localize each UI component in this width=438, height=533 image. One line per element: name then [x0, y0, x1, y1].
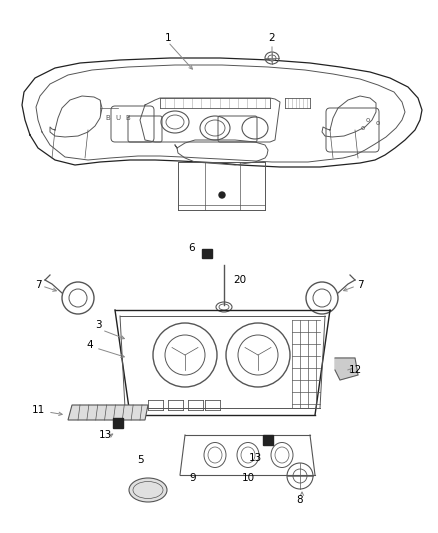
Bar	[263, 435, 273, 445]
Text: B: B	[106, 115, 110, 121]
Text: o: o	[376, 120, 380, 126]
Text: o: o	[366, 117, 370, 123]
Text: 11: 11	[32, 405, 45, 415]
Circle shape	[219, 192, 225, 198]
Text: 4: 4	[87, 340, 93, 350]
Text: 12: 12	[348, 365, 362, 375]
Text: 10: 10	[241, 473, 254, 483]
Text: 7: 7	[357, 280, 363, 290]
Text: 3: 3	[95, 320, 101, 330]
Text: 13: 13	[99, 430, 112, 440]
Text: 8: 8	[297, 495, 303, 505]
Text: 7: 7	[35, 280, 41, 290]
Polygon shape	[68, 405, 148, 420]
Bar	[113, 418, 123, 428]
Text: 6: 6	[189, 243, 195, 253]
Text: 5: 5	[137, 455, 143, 465]
Polygon shape	[335, 358, 358, 380]
Text: 2: 2	[268, 33, 276, 43]
Text: U: U	[116, 115, 120, 121]
Text: B: B	[126, 115, 131, 121]
Text: 13: 13	[248, 453, 261, 463]
Ellipse shape	[129, 478, 167, 502]
Text: 9: 9	[190, 473, 196, 483]
Text: 1: 1	[165, 33, 171, 43]
Text: 20: 20	[233, 275, 247, 285]
Text: o: o	[361, 125, 365, 131]
Bar	[202, 249, 212, 258]
